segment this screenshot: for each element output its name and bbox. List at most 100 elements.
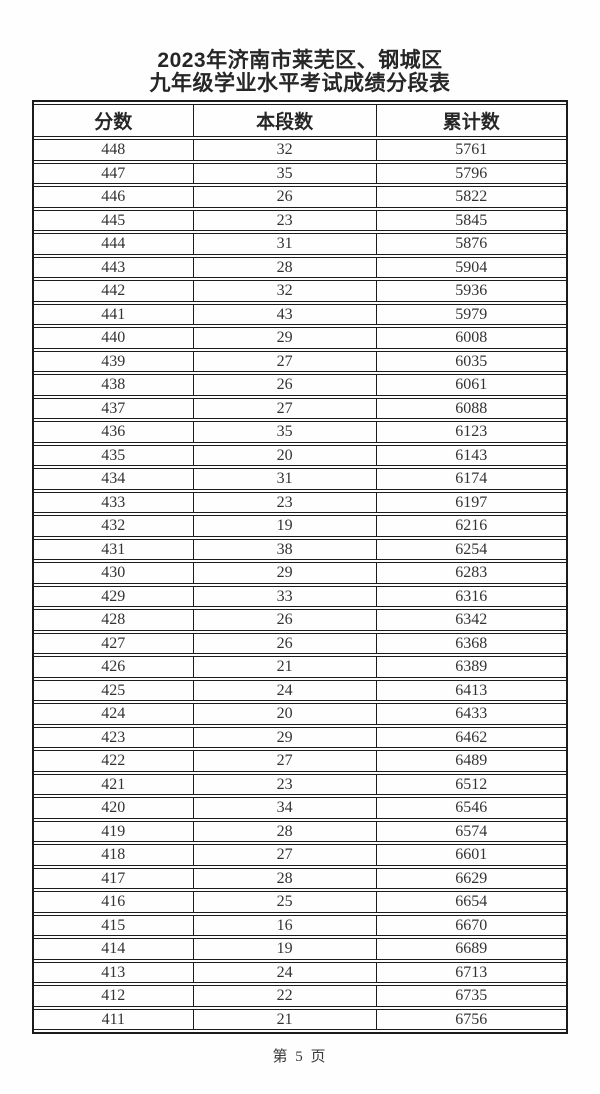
header-row: 分数 本段数 累计数 [34, 104, 566, 137]
cumulative-count-cell: 6283 [376, 562, 566, 584]
score-cell: 437 [34, 397, 194, 419]
page-number: 第 5 页 [272, 1049, 328, 1065]
table-row: 421 23 6512 [34, 773, 566, 795]
cumulative-count-cell: 6342 [376, 609, 566, 631]
segment-count-cell: 28 [193, 820, 377, 842]
score-cell: 422 [34, 750, 194, 772]
cumulative-count-cell: 6389 [376, 656, 566, 678]
segment-count-cell: 29 [193, 327, 377, 349]
score-cell: 415 [34, 914, 194, 936]
score-cell: 414 [34, 938, 194, 960]
score-cell: 411 [34, 1008, 194, 1030]
table-row: 443 28 5904 [34, 256, 566, 278]
score-cell: 448 [34, 139, 194, 161]
cumulative-count-cell: 6174 [376, 468, 566, 490]
score-cell: 438 [34, 374, 194, 396]
score-cell: 419 [34, 820, 194, 842]
table-row: 429 33 6316 [34, 585, 566, 607]
cumulative-count-cell: 6088 [376, 397, 566, 419]
segment-count-cell: 28 [193, 256, 377, 278]
table-row: 433 23 6197 [34, 491, 566, 513]
cumulative-count-cell: 6546 [376, 797, 566, 819]
table-body: 448 32 5761 447 35 5796 446 26 5822 445 23 5845 444 3… [34, 139, 566, 1030]
table-row: 431 38 6254 [34, 538, 566, 560]
segment-count-cell: 22 [193, 985, 377, 1007]
score-cell: 412 [34, 985, 194, 1007]
cumulative-count-cell: 6574 [376, 820, 566, 842]
table-row: 437 27 6088 [34, 397, 566, 419]
table-row: 418 27 6601 [34, 844, 566, 866]
column-header-score: 分数 [34, 104, 194, 137]
table-row: 441 43 5979 [34, 303, 566, 325]
document-title: 2023年济南市莱芜区、钢城区 九年级学业水平考试成绩分段表 [0, 0, 600, 95]
score-cell: 440 [34, 327, 194, 349]
score-cell: 431 [34, 538, 194, 560]
table-row: 447 35 5796 [34, 162, 566, 184]
cumulative-count-cell: 6512 [376, 773, 566, 795]
table-row: 444 31 5876 [34, 233, 566, 255]
score-cell: 435 [34, 444, 194, 466]
cumulative-count-cell: 6216 [376, 515, 566, 537]
cumulative-count-cell: 6197 [376, 491, 566, 513]
score-cell: 418 [34, 844, 194, 866]
cumulative-count-cell: 5845 [376, 209, 566, 231]
table-row: 442 32 5936 [34, 280, 566, 302]
table-row: 412 22 6735 [34, 985, 566, 1007]
segment-count-cell: 20 [193, 444, 377, 466]
cumulative-count-cell: 5979 [376, 303, 566, 325]
segment-count-cell: 29 [193, 726, 377, 748]
table-row: 445 23 5845 [34, 209, 566, 231]
column-header-segment-count: 本段数 [193, 104, 377, 137]
cumulative-count-cell: 6035 [376, 350, 566, 372]
cumulative-count-cell: 5796 [376, 162, 566, 184]
cumulative-count-cell: 6316 [376, 585, 566, 607]
segment-count-cell: 21 [193, 1008, 377, 1030]
cumulative-count-cell: 6008 [376, 327, 566, 349]
score-cell: 421 [34, 773, 194, 795]
score-cell: 417 [34, 867, 194, 889]
segment-count-cell: 27 [193, 844, 377, 866]
segment-count-cell: 26 [193, 374, 377, 396]
cumulative-count-cell: 5936 [376, 280, 566, 302]
cumulative-count-cell: 5876 [376, 233, 566, 255]
cumulative-count-cell: 5822 [376, 186, 566, 208]
cumulative-count-cell: 6654 [376, 891, 566, 913]
segment-count-cell: 35 [193, 162, 377, 184]
segment-count-cell: 19 [193, 515, 377, 537]
table-row: 417 28 6629 [34, 867, 566, 889]
cumulative-count-cell: 6713 [376, 961, 566, 983]
table-row: 435 20 6143 [34, 444, 566, 466]
cumulative-count-cell: 6489 [376, 750, 566, 772]
score-distribution-table: 分数 本段数 累计数 448 32 5761 447 35 5796 446 26 5822 44… [32, 100, 568, 1034]
score-cell: 425 [34, 679, 194, 701]
score-cell: 445 [34, 209, 194, 231]
table-row: 424 20 6433 [34, 703, 566, 725]
table-row: 448 32 5761 [34, 139, 566, 161]
score-cell: 423 [34, 726, 194, 748]
segment-count-cell: 23 [193, 773, 377, 795]
cumulative-count-cell: 6756 [376, 1008, 566, 1030]
score-cell: 443 [34, 256, 194, 278]
table-row: 427 26 6368 [34, 632, 566, 654]
table-row: 436 35 6123 [34, 421, 566, 443]
cumulative-count-cell: 6462 [376, 726, 566, 748]
cumulative-count-cell: 6735 [376, 985, 566, 1007]
score-cell: 424 [34, 703, 194, 725]
cumulative-count-cell: 6601 [376, 844, 566, 866]
table-row: 430 29 6283 [34, 562, 566, 584]
score-cell: 427 [34, 632, 194, 654]
segment-count-cell: 32 [193, 139, 377, 161]
score-cell: 439 [34, 350, 194, 372]
segment-count-cell: 35 [193, 421, 377, 443]
cumulative-count-cell: 6670 [376, 914, 566, 936]
table-row: 426 21 6389 [34, 656, 566, 678]
cumulative-count-cell: 6413 [376, 679, 566, 701]
score-cell: 430 [34, 562, 194, 584]
score-cell: 416 [34, 891, 194, 913]
cumulative-count-cell: 5904 [376, 256, 566, 278]
segment-count-cell: 27 [193, 350, 377, 372]
score-cell: 413 [34, 961, 194, 983]
cumulative-count-cell: 6368 [376, 632, 566, 654]
segment-count-cell: 31 [193, 233, 377, 255]
